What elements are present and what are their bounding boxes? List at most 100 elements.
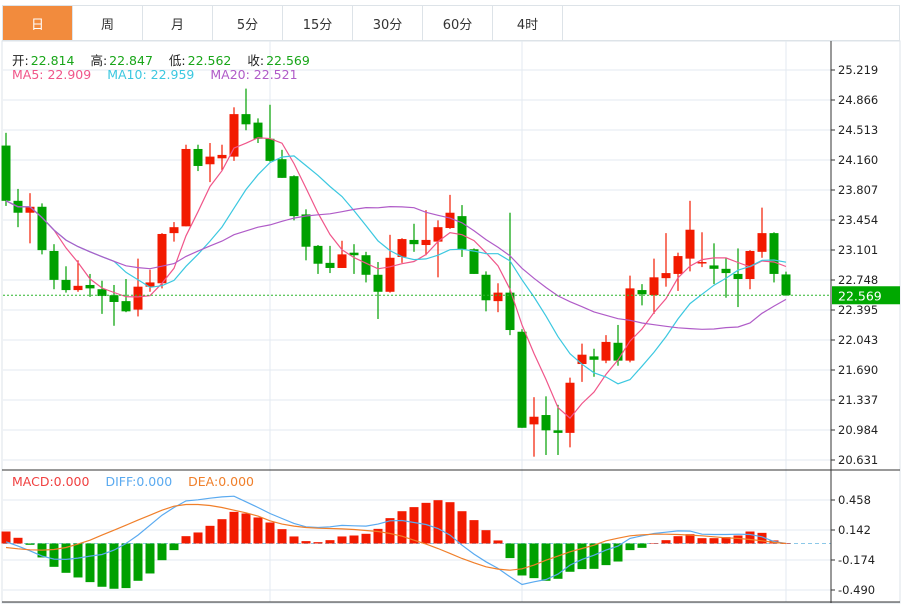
tab-month[interactable]: 月	[143, 6, 213, 40]
candle-up	[745, 250, 755, 280]
price-tick-label: 24.513	[838, 123, 878, 137]
candle-down	[553, 430, 563, 433]
candle-up	[397, 239, 407, 257]
macd-bar	[625, 543, 635, 551]
candle-down	[373, 274, 383, 292]
price-tick-label: 24.160	[838, 153, 878, 167]
current-price-label: 22.569	[838, 288, 882, 303]
macd-bar	[565, 543, 575, 572]
macd-bar	[85, 543, 95, 583]
macd-bar	[757, 532, 767, 544]
candle-down	[289, 176, 299, 217]
macd-bar	[373, 528, 383, 544]
macd-value: MACD:0.000	[12, 474, 90, 489]
price-tick-label: 22.043	[838, 333, 878, 347]
macd-bar	[385, 518, 395, 544]
macd-bar	[589, 543, 599, 569]
macd-bar	[157, 543, 167, 561]
candle-down	[769, 233, 779, 274]
tab-day[interactable]: 日	[3, 6, 73, 40]
candle-up	[577, 354, 587, 365]
tab-week[interactable]: 周	[73, 6, 143, 40]
candle-down	[481, 274, 491, 301]
tab-4hour[interactable]: 4时	[493, 6, 563, 40]
candle-down	[409, 239, 419, 245]
low-label: 低:	[168, 53, 186, 68]
macd-bar	[97, 543, 107, 587]
candle-down	[349, 252, 359, 256]
tab-5min[interactable]: 5分	[213, 6, 283, 40]
open-label: 开:	[12, 53, 29, 68]
candle-up	[229, 114, 239, 157]
macd-bar	[325, 540, 335, 544]
candle-up	[529, 416, 539, 425]
candle-up	[421, 239, 431, 246]
candle-up	[73, 285, 83, 291]
macd-bar	[61, 543, 71, 573]
price-tick-label: 21.337	[838, 393, 878, 407]
tab-60min[interactable]: 60分	[423, 6, 493, 40]
macd-bar	[697, 538, 707, 544]
candle-up	[565, 382, 575, 433]
macd-tick-label: -0.490	[838, 583, 875, 597]
macd-bar	[685, 534, 695, 544]
candle-down	[721, 268, 731, 274]
macd-bar	[289, 536, 299, 544]
ma10-line	[5, 155, 787, 385]
macd-bar	[241, 513, 251, 544]
diff-line	[5, 495, 787, 586]
candle-up	[625, 288, 635, 361]
ohlc-info: 开: 22.814 高: 22.847 低: 22.562 收: 22.569	[12, 50, 322, 69]
macd-bar	[169, 543, 179, 551]
candle-up	[337, 254, 347, 268]
macd-bar	[229, 511, 239, 544]
candle-up	[133, 286, 143, 310]
price-tick-label: 23.101	[838, 243, 878, 257]
ma20-line	[5, 200, 787, 330]
candle-up	[181, 148, 191, 227]
price-tick-label: 25.219	[838, 63, 878, 77]
macd-bar	[577, 543, 587, 570]
macd-bar	[421, 502, 431, 544]
close-label: 收:	[247, 53, 265, 68]
candle-down	[97, 289, 107, 297]
macd-bar	[13, 537, 23, 544]
candle-down	[1, 145, 11, 201]
macd-tick-label: 0.458	[838, 493, 871, 507]
candle-down	[517, 331, 527, 428]
macd-bar	[145, 543, 155, 574]
candle-up	[685, 229, 695, 259]
candle-up	[493, 292, 503, 302]
candle-up	[445, 212, 455, 229]
ma-info: MA5: 22.909 MA10: 22.959 MA20: 22.521	[12, 67, 300, 82]
macd-bar	[469, 520, 479, 544]
candle-down	[733, 273, 743, 280]
tab-30min[interactable]: 30分	[353, 6, 423, 40]
high-label: 高:	[90, 53, 108, 68]
candle-down	[49, 250, 59, 280]
macd-bar	[181, 536, 191, 544]
candle-down	[265, 138, 275, 161]
price-tick-label: 21.690	[838, 363, 878, 377]
ma20-value: MA20: 22.521	[210, 67, 298, 82]
macd-bar	[109, 543, 119, 589]
macd-bar	[313, 542, 323, 544]
macd-bar	[745, 531, 755, 544]
candle-down	[109, 295, 119, 302]
chart-frame	[1, 40, 901, 604]
candle-down	[613, 342, 623, 361]
candle-down	[589, 356, 599, 360]
macd-bar	[193, 532, 203, 544]
candle-down	[781, 274, 791, 296]
tab-15min[interactable]: 15分	[283, 6, 353, 40]
candle-up	[697, 262, 707, 264]
candle-down	[121, 301, 131, 312]
macd-bar	[613, 543, 623, 562]
low-value: 22.562	[187, 53, 232, 68]
candle-up	[205, 156, 215, 165]
macd-bar	[601, 543, 611, 566]
macd-bar	[637, 543, 647, 548]
candle-up	[169, 227, 179, 234]
macd-bar	[361, 533, 371, 544]
